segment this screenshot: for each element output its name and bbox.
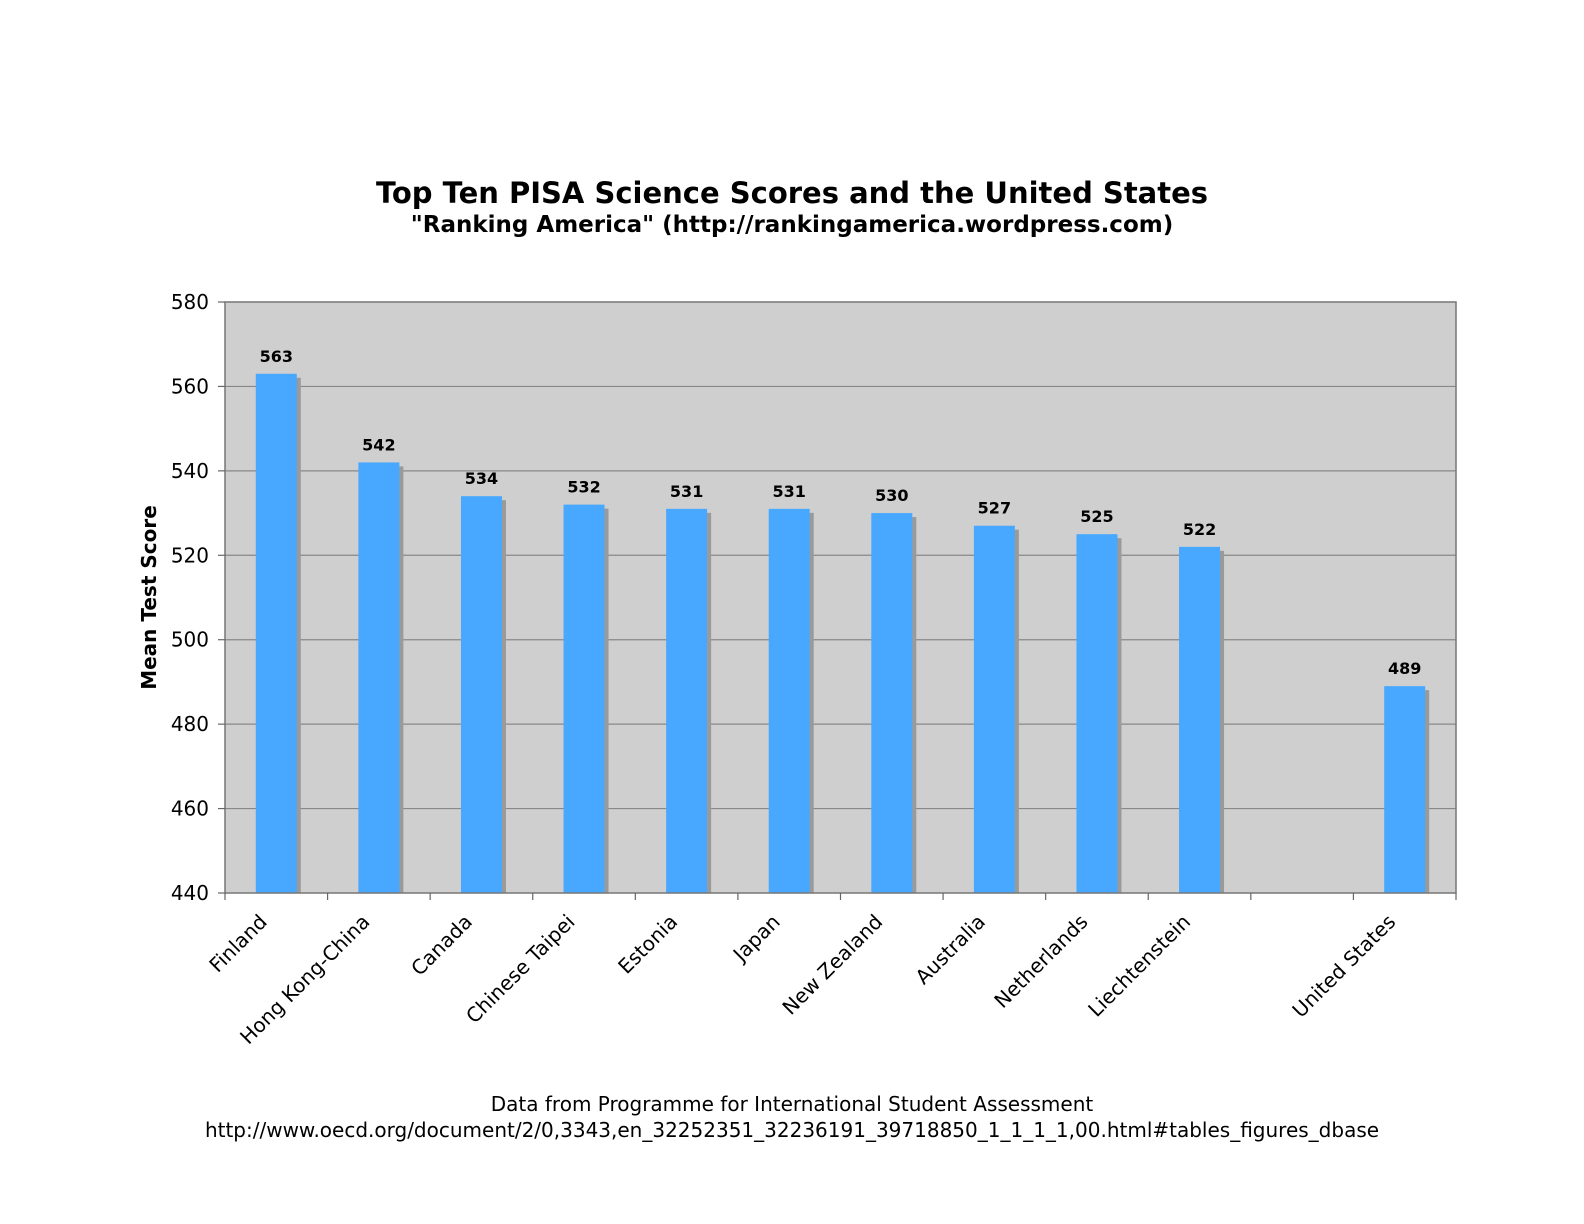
bar (358, 462, 400, 893)
x-tick-label: Finland (204, 910, 272, 978)
data-label: 525 (1080, 507, 1113, 526)
bars (255, 373, 1430, 893)
data-label: 489 (1388, 659, 1421, 678)
bar (666, 508, 708, 893)
x-tick-label: Chinese Taipei (461, 910, 579, 1028)
y-tick-label: 520 (171, 543, 209, 567)
x-tick-label: Japan (727, 910, 785, 968)
bar (768, 508, 810, 893)
y-tick-label: 440 (171, 881, 209, 905)
axes (218, 301, 1457, 900)
data-label: 522 (1183, 520, 1216, 539)
bar (460, 496, 502, 893)
plot-area (225, 302, 1456, 893)
source-url: http://www.oecd.org/document/2/0,3343,en… (204, 1118, 1380, 1142)
bar (1384, 686, 1426, 893)
bar (563, 504, 605, 893)
y-tick-label: 480 (171, 712, 209, 736)
data-label: 530 (875, 486, 908, 505)
x-tick-label: Liechtenstein (1083, 910, 1195, 1022)
data-label: 534 (465, 469, 498, 488)
x-tick-label: New Zealand (777, 910, 887, 1020)
x-tick-label: United States (1288, 910, 1401, 1023)
chart-title: Top Ten PISA Science Scores and the Unit… (375, 176, 1209, 210)
bar (871, 513, 913, 893)
y-tick-label: 500 (171, 628, 209, 652)
data-label: 532 (567, 478, 600, 497)
bar (1076, 534, 1118, 893)
bar (973, 525, 1015, 893)
x-tick-label: Canada (406, 910, 477, 981)
y-tick-label: 540 (171, 459, 209, 483)
x-tick-label: Australia (910, 910, 990, 990)
x-tick-label: Netherlands (989, 910, 1092, 1013)
data-label: 563 (260, 347, 293, 366)
data-label: 531 (773, 482, 806, 501)
bar (255, 373, 297, 893)
data-label: 542 (362, 435, 395, 454)
gridlines (225, 385, 1456, 810)
bar (1179, 546, 1221, 893)
chart-subtitle: "Ranking America" (http://rankingamerica… (410, 212, 1174, 238)
data-label: 527 (978, 499, 1011, 518)
data-label: 531 (670, 482, 703, 501)
y-tick-label: 560 (171, 374, 209, 398)
y-tick-label: 580 (171, 290, 209, 314)
source-note: Data from Programme for International St… (490, 1092, 1094, 1116)
x-tick-label: Estonia (613, 910, 682, 979)
y-tick-label: 460 (171, 797, 209, 821)
y-axis-title: Mean Test Score (137, 505, 161, 690)
